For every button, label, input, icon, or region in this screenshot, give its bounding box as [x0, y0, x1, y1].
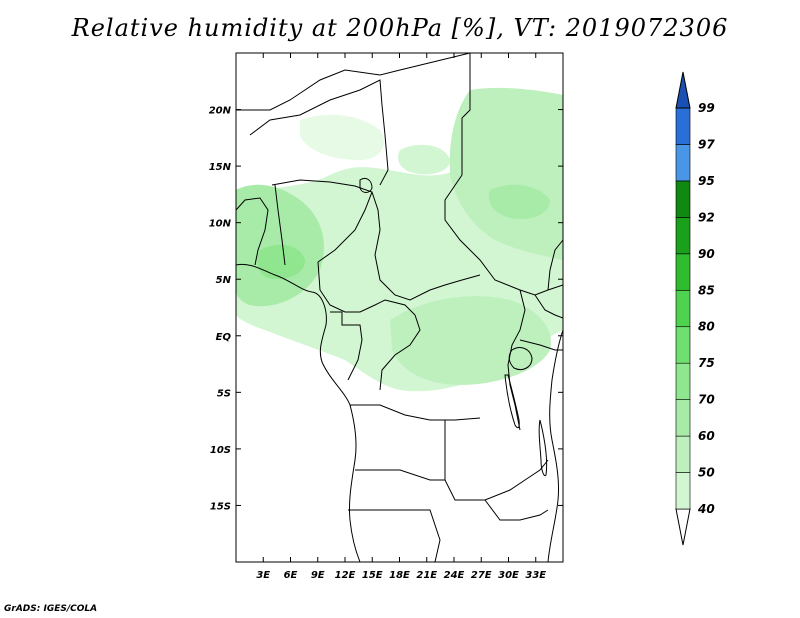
- colorbar-label: 75: [698, 356, 715, 370]
- lat-tick-label: 15S: [210, 501, 231, 512]
- colorbar-segment: [675, 107, 691, 145]
- border-cameroon: [317, 261, 386, 313]
- border-angola-south: [355, 469, 445, 481]
- colorbar-segment: [675, 217, 691, 255]
- border-gabon-congo: [330, 311, 363, 381]
- lon-tick-label: 15E: [362, 570, 383, 581]
- colorbar-label: 50: [698, 466, 715, 480]
- humidity-patch-north: [300, 114, 384, 160]
- colorbar-label: 99: [698, 101, 715, 115]
- colorbar-bottom-triangle: [675, 508, 691, 546]
- colorbar-label: 90: [698, 247, 715, 261]
- country-borders: [236, 53, 563, 562]
- colorbar-label: 92: [698, 210, 715, 224]
- colorbar: 40 50 60 70 75 80 85 90 92 95 97 99: [675, 71, 715, 546]
- colorbar-label: 70: [698, 393, 715, 407]
- border-drc-north: [379, 299, 421, 391]
- colorbar-label: 40: [697, 502, 715, 516]
- border-sudan-south: [444, 174, 563, 296]
- lat-tick-label: 5S: [217, 388, 231, 399]
- lon-tick-label: 3E: [256, 570, 270, 581]
- lon-axis: 3E 6E 9E 12E 15E 18E 21E 24E 27E 30E 33E: [256, 53, 546, 581]
- coastline-east-africa: [547, 329, 563, 562]
- lon-tick-label: 9E: [311, 570, 325, 581]
- colorbar-label: 80: [698, 320, 715, 334]
- colorbar-segment: [675, 326, 691, 364]
- lat-tick-label: 15N: [209, 162, 232, 173]
- humidity-patch-west: [257, 244, 305, 280]
- colorbar-segment: [675, 253, 691, 291]
- lat-tick-label: 10N: [209, 219, 232, 230]
- lake-tanganyika: [504, 374, 520, 429]
- colorbar-segment: [675, 289, 691, 328]
- lake-malawi: [538, 419, 548, 477]
- border-zimbabwe: [484, 499, 549, 521]
- border-benin-togo: [274, 184, 286, 266]
- colorbar-top-triangle: [675, 71, 691, 109]
- colorbar-label: 97: [698, 137, 715, 151]
- border-niger-chad: [236, 53, 471, 111]
- colorbar-segment: [675, 399, 691, 437]
- border-mali-niger: [249, 79, 389, 186]
- lon-tick-label: 12E: [335, 570, 356, 581]
- border-chad-car: [371, 191, 481, 301]
- colorbar-label: 60: [698, 429, 715, 443]
- humidity-patch-northeast: [398, 144, 450, 175]
- humidity-shading: [236, 87, 563, 392]
- coastline-west-africa: [236, 263, 361, 562]
- colorbar-segment: [675, 144, 691, 182]
- border-namibia-botswana: [348, 509, 441, 562]
- border-ethiopia: [547, 239, 563, 291]
- colorbar-label: 95: [698, 174, 715, 188]
- lat-tick-label: 10S: [210, 445, 231, 456]
- lon-tick-label: 6E: [284, 570, 298, 581]
- colorbar-label: 85: [698, 283, 715, 297]
- lon-tick-label: 30E: [498, 570, 519, 581]
- lake-victoria: [508, 347, 533, 371]
- border-angola-north: [350, 404, 481, 421]
- humidity-patch-east: [488, 184, 550, 220]
- lon-tick-label: 18E: [389, 570, 410, 581]
- colorbar-segment: [675, 435, 691, 473]
- lat-axis: 20N 15N 10N 5N EQ 5S 10S 15S: [209, 106, 563, 512]
- colorbar-segment: [675, 362, 691, 400]
- lon-tick-label: 27E: [471, 570, 492, 581]
- lon-tick-label: 21E: [416, 570, 437, 581]
- humidity-band-south: [390, 296, 551, 385]
- lat-tick-label: 20N: [209, 106, 232, 117]
- lon-tick-label: 24E: [444, 570, 465, 581]
- colorbar-segment: [675, 180, 691, 218]
- border-tanzania: [519, 339, 563, 351]
- border-zambia: [444, 420, 549, 501]
- lat-tick-label: 5N: [216, 275, 232, 286]
- colorbar-segment: [675, 472, 691, 510]
- grads-credit: GrADS: IGES/COLA: [4, 604, 98, 614]
- lon-tick-label: 33E: [525, 570, 546, 581]
- lake-chad: [359, 177, 373, 193]
- chart-title: Relative humidity at 200hPa [%], VT: 201…: [71, 14, 729, 42]
- border-uganda-kenya: [534, 294, 563, 319]
- lat-tick-label: EQ: [216, 332, 232, 343]
- border-libya-sudan: [461, 53, 471, 175]
- border-west-guinea: [236, 197, 269, 266]
